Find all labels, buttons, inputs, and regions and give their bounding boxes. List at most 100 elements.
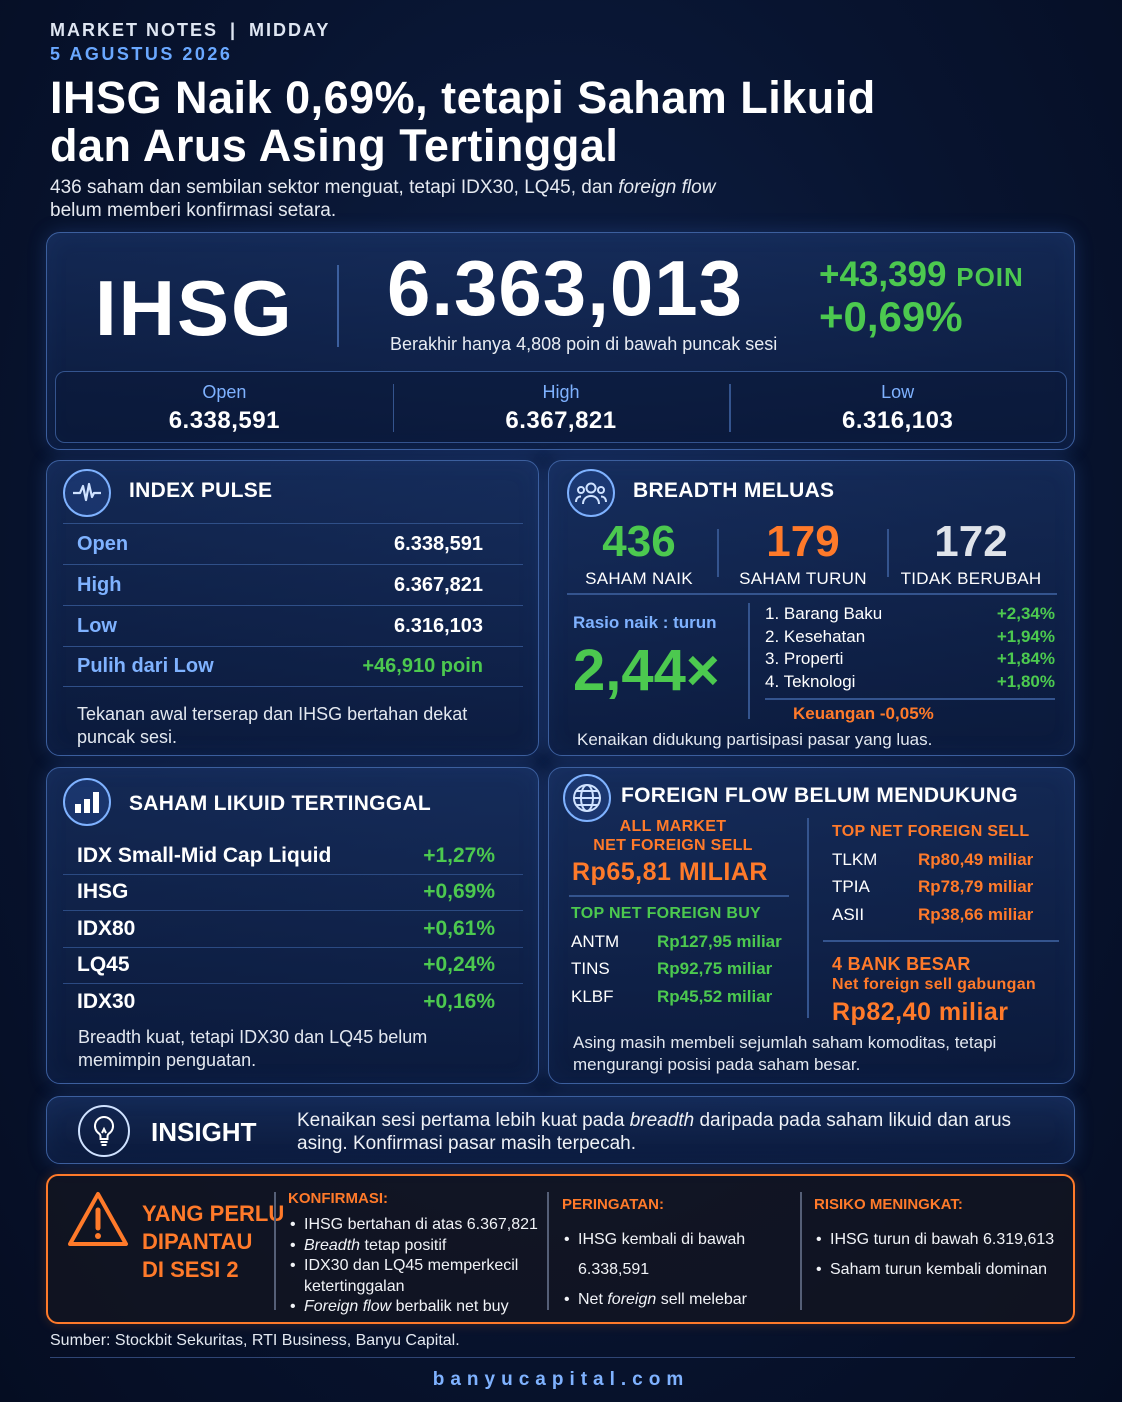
source-note: Sumber: Stockbit Sekuritas, RTI Business… [50, 1332, 460, 1349]
ohl-label: Low [881, 382, 915, 402]
foreign-divider [569, 895, 789, 897]
card-title: BREADTH MELUAS [633, 479, 835, 502]
flow-value: Rp45,52 miliar [657, 986, 773, 1006]
ohl-value: 6.367,821 [505, 407, 617, 434]
stat-label: SAHAM NAIK [585, 569, 693, 588]
subheadline-italic: foreign flow [618, 177, 716, 198]
list-item: Foreign flow berbalik net buy [288, 1297, 540, 1318]
stat-decliners: 179 SAHAM TURUN [731, 517, 875, 589]
ratio-label: Rasio naik : turun [573, 613, 717, 632]
list-item: 4. Teknologi +1,80% [765, 671, 1055, 694]
sector-negative: Keuangan -0,05% [793, 704, 934, 723]
insight-card: INSIGHT Kenaikan sesi pertama lebih kuat… [46, 1096, 1075, 1164]
column-title: RISIKO MENINGKAT: [814, 1196, 963, 1213]
list-item: IHSG turun di bawah 6.319,613 [814, 1225, 1070, 1255]
list-item-text: tetap positif [360, 1236, 447, 1254]
table-row: Open 6.338,591 [63, 523, 523, 564]
hero-delta-points: +43,399 POIN [819, 255, 1024, 295]
headline: IHSG Naik 0,69%, tetapi Saham Likuid dan… [50, 74, 1010, 170]
sector-list: 1. Barang Baku +2,34% 2. Kesehatan +1,94% … [765, 603, 1055, 693]
row-label: Low [77, 614, 117, 637]
table-row: IDX Small-Mid Cap Liquid +1,27% [63, 838, 523, 875]
row-label: LQ45 [77, 953, 130, 977]
globe-icon [563, 774, 611, 822]
ohl-strip: Open 6.338,591 High 6.367,821 Low 6.316,… [55, 371, 1067, 443]
row-label: IHSG [77, 880, 129, 904]
ohl-low: Low 6.316,103 [729, 372, 1066, 442]
buy-table: ANTM Rp127,95 miliar TINS Rp92,75 miliar K… [571, 928, 782, 1011]
breadth-card: BREADTH MELUAS 436 SAHAM NAIK 179 SAHAM … [548, 460, 1075, 756]
headline-line-1: IHSG Naik 0,69%, tetapi Saham Likuid [50, 72, 876, 123]
bank-subtitle: Net foreign sell gabungan [832, 976, 1036, 993]
insight-text-part-1: Kenaikan sesi pertama lebih kuat pada [297, 1110, 630, 1131]
foreign-vertical-divider [807, 818, 809, 1018]
flow-value: Rp80,49 miliar [918, 849, 1034, 869]
watch-title-line-2: DIPANTAU [142, 1229, 253, 1254]
sector-value: +2,34% [996, 604, 1055, 624]
table-row: ANTM Rp127,95 miliar [571, 928, 782, 956]
hero-index-value: 6.363,013 [387, 244, 744, 332]
ticker: TPIA [832, 877, 870, 897]
lightbulb-icon [78, 1105, 130, 1157]
eyebrow-right: MIDDAY [249, 20, 331, 40]
footer-divider [50, 1357, 1075, 1358]
column-title: PERINGATAN: [562, 1196, 664, 1213]
eyebrow-separator: | [230, 20, 238, 40]
sector-name: 1. Barang Baku [765, 604, 883, 624]
card-title: FOREIGN FLOW BELUM MENDUKUNG [621, 784, 1018, 807]
stat-number: 179 [766, 517, 840, 566]
ticker: TINS [571, 959, 610, 979]
list-item: Net foreign sell melebar [562, 1285, 800, 1315]
buy-title: TOP NET FOREIGN BUY [571, 905, 762, 922]
row-label: IDX30 [77, 990, 136, 1014]
list-item: 3. Properti +1,84% [765, 648, 1055, 671]
row-value: 6.338,591 [394, 532, 483, 555]
list-item: Saham turun kembali dominan [814, 1255, 1070, 1285]
foreign-divider [823, 940, 1059, 942]
warning-icon [66, 1190, 130, 1253]
ticker: TLKM [832, 849, 878, 869]
hero-divider [337, 265, 339, 347]
row-label: IDX80 [77, 916, 136, 940]
subheadline-part-1: 436 saham dan sembilan sektor menguat, t… [50, 177, 619, 198]
row-label: Open [77, 532, 129, 555]
flow-value: Rp92,75 miliar [657, 959, 773, 979]
watch-title-line-1: YANG PERLU [142, 1201, 285, 1226]
list-item: IHSG kembali di bawah 6.338,591 [562, 1225, 800, 1285]
table-row: ASII Rp38,66 miliar [832, 901, 1033, 929]
ohl-label: High [542, 382, 580, 402]
foreign-flow-card: FOREIGN FLOW BELUM MENDUKUNG ALL MARKET … [548, 767, 1075, 1084]
stat-divider [887, 529, 889, 577]
list-item-text: berbalik net buy [391, 1298, 509, 1315]
ohl-open: Open 6.338,591 [56, 372, 393, 442]
all-market-label: ALL MARKET NET FOREIGN SELL [573, 817, 773, 855]
ratio-divider [748, 603, 750, 719]
row-label: Pulih dari Low [77, 655, 214, 677]
row-value: +1,27% [423, 843, 495, 867]
stat-unchanged: 172 TIDAK BERUBAH [897, 517, 1045, 589]
hero-index-label: IHSG [95, 264, 294, 352]
footer-link[interactable]: banyucapital.com [432, 1369, 690, 1390]
hero-delta-value: +43,399 [819, 255, 947, 294]
table-row: TINS Rp92,75 miliar [571, 956, 782, 984]
row-value: 6.316,103 [394, 614, 483, 637]
table-row: IHSG +0,69% [63, 875, 523, 911]
list-item-text: Net [578, 1291, 608, 1308]
stat-label: TIDAK BERUBAH [900, 569, 1042, 588]
subheadline: 436 saham dan sembilan sektor menguat, t… [50, 176, 950, 222]
all-market-label-1: ALL MARKET [619, 818, 727, 835]
row-label: High [77, 573, 122, 596]
stat-number: 436 [602, 517, 676, 566]
sell-title: TOP NET FOREIGN SELL [832, 823, 1030, 840]
ohl-label: Open [202, 382, 247, 402]
watch-title-line-3: DI SESI 2 [142, 1257, 239, 1282]
pulse-icon [63, 469, 111, 517]
row-value: +0,24% [423, 953, 495, 977]
breadth-note: Kenaikan didukung partisipasi pasar yang… [577, 730, 933, 749]
ticker: ASII [832, 904, 865, 924]
list-item-text: sell melebar [656, 1291, 747, 1308]
ohl-value: 6.316,103 [842, 407, 954, 434]
row-value: +0,61% [423, 916, 495, 940]
sector-name: 4. Teknologi [765, 671, 856, 691]
stat-number: 172 [934, 517, 1008, 566]
